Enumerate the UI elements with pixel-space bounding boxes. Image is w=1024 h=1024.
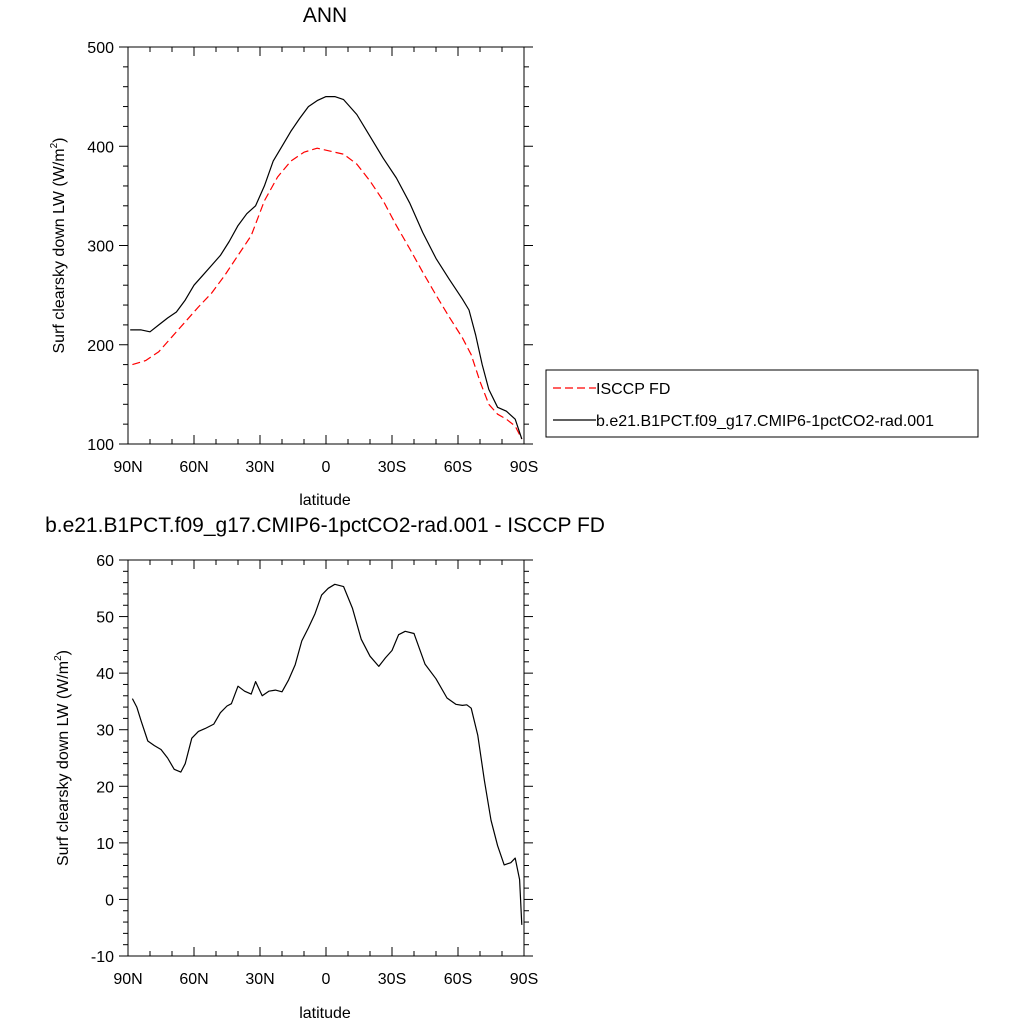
bottom-series-line-0 xyxy=(131,583,523,925)
bottom-chart-title: b.e21.B1PCT.f09_g17.CMIP6-1pctCO2-rad.00… xyxy=(45,514,605,537)
bottom-xtick-label: 0 xyxy=(322,971,331,988)
top-xtick-label: 60N xyxy=(179,459,208,476)
top-series-group xyxy=(130,95,523,440)
bottom-ytick-label: 40 xyxy=(96,666,114,683)
bottom-ytick-label: -10 xyxy=(91,949,114,966)
bottom-ticks: 90N 60N 30N 0 30S 60S 90S -10 0 10 20 30 40 50 60 xyxy=(91,553,538,988)
bottom-xtick-label: 90S xyxy=(510,971,538,988)
top-ytick-label: 400 xyxy=(87,139,114,156)
legend-label-isccp: ISCCP FD xyxy=(596,381,670,398)
top-ytick-label: 100 xyxy=(87,437,114,454)
bottom-ytick-label: 10 xyxy=(96,836,114,853)
top-y-axis-label: Surf clearsky down LW (W/m2) xyxy=(49,138,68,354)
bottom-series-group xyxy=(131,583,523,925)
top-x-axis-label: latitude xyxy=(299,492,351,509)
bottom-ytick-label: 30 xyxy=(96,723,114,740)
top-ytick-label: 300 xyxy=(87,239,114,256)
bottom-ytick-label: 20 xyxy=(96,779,114,796)
bottom-xtick-label: 60S xyxy=(444,971,472,988)
top-series-line-0 xyxy=(132,147,523,440)
bottom-xtick-label: 30N xyxy=(245,971,274,988)
top-plot-frame xyxy=(127,46,525,445)
bottom-panel: b.e21.B1PCT.f09_g17.CMIP6-1pctCO2-rad.00… xyxy=(45,514,605,1022)
bottom-xtick-label: 30S xyxy=(378,971,406,988)
bottom-ytick-label: 60 xyxy=(96,553,114,570)
top-xtick-label: 30N xyxy=(245,459,274,476)
bottom-xtick-label: 90N xyxy=(113,971,142,988)
legend-box xyxy=(545,369,979,438)
bottom-xtick-label: 60N xyxy=(179,971,208,988)
top-ticks: 90N 60N 30N 0 30S 60S 90S 100 200 300 400 500 xyxy=(87,40,538,476)
top-xtick-label: 30S xyxy=(378,459,406,476)
legend: ISCCP FD b.e21.B1PCT.f09_g17.CMIP6-1pctC… xyxy=(545,369,979,438)
bottom-y-axis-label: Surf clearsky down LW (W/m2) xyxy=(53,650,72,866)
top-panel: ANN 90N 60N 30N 0 30S 60S 90S 100 200 300 400 500 l… xyxy=(49,4,979,509)
bottom-x-axis-label: latitude xyxy=(299,1005,351,1022)
bottom-plot-frame xyxy=(127,559,525,957)
top-xtick-label: 90S xyxy=(510,459,538,476)
top-ytick-label: 500 xyxy=(87,40,114,57)
top-xtick-label: 0 xyxy=(322,459,331,476)
top-xtick-label: 60S xyxy=(444,459,472,476)
top-series-line-1 xyxy=(130,95,523,440)
top-ytick-label: 200 xyxy=(87,338,114,355)
bottom-ytick-label: 0 xyxy=(105,892,114,909)
bottom-ytick-label: 50 xyxy=(96,610,114,627)
legend-label-model: b.e21.B1PCT.f09_g17.CMIP6-1pctCO2-rad.00… xyxy=(596,413,934,430)
top-xtick-label: 90N xyxy=(113,459,142,476)
top-chart-title: ANN xyxy=(303,4,347,27)
